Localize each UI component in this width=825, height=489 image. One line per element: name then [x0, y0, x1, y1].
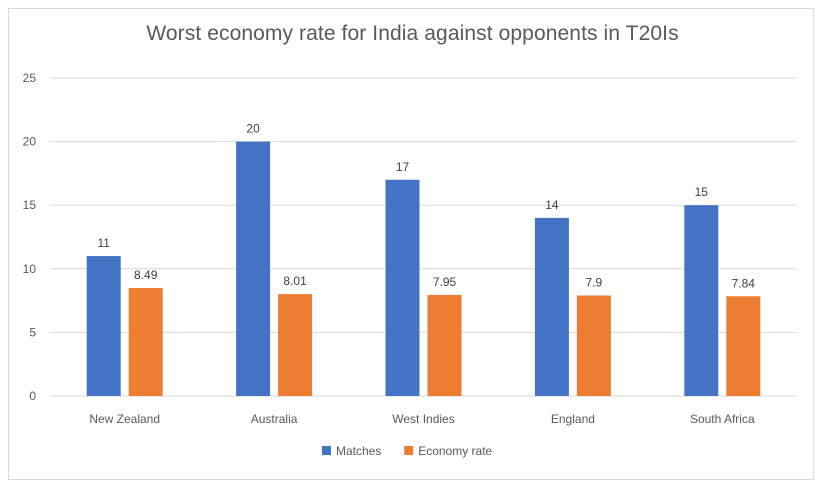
data-label: 7.95 — [433, 275, 457, 289]
legend-label: Economy rate — [418, 444, 492, 458]
data-label: 11 — [97, 236, 110, 250]
data-label: 15 — [695, 185, 709, 199]
bar-economy-rate — [726, 296, 761, 396]
bar-matches — [534, 217, 569, 396]
bar-economy-rate — [128, 288, 163, 396]
bar-matches — [236, 141, 271, 396]
bar-economy-rate — [576, 295, 611, 396]
bar-matches — [684, 205, 719, 396]
bar-matches — [86, 256, 121, 396]
legend-label: Matches — [336, 444, 381, 458]
legend-swatch — [322, 446, 331, 455]
y-tick-label: 0 — [29, 389, 36, 403]
x-tick-label: Australia — [251, 412, 298, 426]
x-tick-label: West Indies — [392, 412, 454, 426]
data-label: 14 — [545, 198, 559, 212]
y-tick-label: 15 — [23, 198, 37, 212]
data-label: 8.49 — [134, 268, 158, 282]
data-label: 7.9 — [586, 276, 603, 290]
data-label: 8.01 — [283, 274, 307, 288]
legend-swatch — [404, 446, 414, 455]
chart-title: Worst economy rate for India against opp… — [146, 22, 679, 45]
bar-economy-rate — [278, 294, 313, 396]
bar-matches — [385, 179, 420, 396]
x-tick-label: New Zealand — [89, 412, 160, 426]
y-tick-label: 20 — [23, 135, 37, 149]
x-tick-label: England — [551, 412, 595, 426]
y-tick-label: 25 — [23, 71, 37, 85]
y-tick-label: 5 — [29, 325, 36, 339]
x-tick-label: South Africa — [690, 412, 755, 426]
data-label: 17 — [396, 160, 410, 174]
data-label: 20 — [246, 122, 260, 136]
data-label: 7.84 — [732, 276, 756, 290]
bar-economy-rate — [427, 294, 462, 396]
y-tick-label: 10 — [23, 262, 37, 276]
